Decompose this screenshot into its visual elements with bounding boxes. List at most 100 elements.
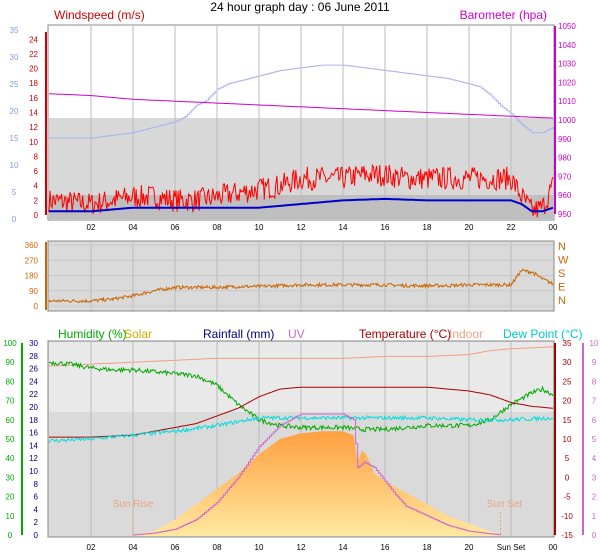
barometer-y-tick: 950: [558, 210, 572, 219]
barometer-y-tick: 1000: [558, 116, 576, 125]
compass-label: N: [558, 295, 566, 307]
rainfall-y-tick: 6: [34, 493, 39, 502]
compass-label: S: [558, 268, 565, 280]
uv-y-tick: 0: [592, 531, 597, 540]
temperature-series-line: [49, 386, 554, 438]
windspeed-y-tick: 8: [34, 152, 39, 161]
rainfall-legend: Rainfall (mm): [203, 327, 274, 341]
humidity-y-tick: 90: [6, 358, 15, 367]
x-tick-label: 20: [465, 543, 474, 552]
windspeed-y-tick: 6: [34, 167, 39, 176]
rainfall-y-tick: 8: [34, 480, 39, 489]
secondary-y-tick: 20: [10, 107, 19, 116]
uv-y-tick: 10: [590, 339, 599, 348]
uv-y-tick: 9: [592, 358, 597, 367]
x-tick-label: 00: [549, 223, 558, 232]
x-tick-label: 00: [549, 543, 558, 552]
humidity-y-tick: 30: [6, 473, 15, 482]
uv-y-tick: 1: [592, 512, 597, 521]
x-tick-label: 22: [507, 223, 516, 232]
uv-y-tick: 3: [592, 473, 597, 482]
compass-label: E: [558, 282, 565, 294]
wind-baro-panel: Windspeed (m/s) Barometer (hpa) 02 04 06 08…: [10, 8, 577, 232]
humidity-legend: Humidity (%): [58, 327, 127, 341]
secondary-y-tick: 15: [10, 134, 19, 143]
humidity-y-tick: 50: [6, 435, 15, 444]
humidity-y-tick: 40: [6, 454, 15, 463]
uv-y-tick: 8: [592, 377, 597, 386]
humidity-y-tick: 60: [6, 416, 15, 425]
rainfall-y-tick: 14: [29, 441, 38, 450]
x-tick-label: 14: [339, 543, 348, 552]
x-tick-label: Sun Set: [497, 543, 526, 552]
x-tick-label: 10: [255, 543, 264, 552]
rainfall-y-tick: 4: [34, 505, 39, 514]
chart-title: 24 hour graph day : 06 June 2011: [210, 0, 390, 14]
x-tick-label: 14: [339, 223, 348, 232]
barometer-y-tick: 960: [558, 191, 572, 200]
temperature-y-tick: -10: [561, 512, 573, 521]
windspeed-y-tick: 2: [34, 196, 39, 205]
winddir-y-tick: 0: [34, 302, 39, 311]
wind-series-line: [48, 163, 554, 218]
barometer-y-tick: 970: [558, 172, 572, 181]
barometer-y-tick: 1020: [558, 78, 576, 87]
uv-series-line: [133, 413, 501, 536]
windspeed-y-tick: 18: [29, 79, 38, 88]
barometer-y-tick: 990: [558, 135, 572, 144]
windspeed-legend: Windspeed (m/s): [54, 8, 145, 22]
x-tick-label: 16: [381, 543, 390, 552]
x-tick-label: 16: [381, 223, 390, 232]
humidity-y-tick: 100: [3, 339, 17, 348]
uv-y-tick: 6: [592, 416, 597, 425]
x-tick-label: 02: [87, 543, 96, 552]
secondary-y-tick: 25: [10, 80, 19, 89]
rainfall-y-tick: 20: [29, 403, 38, 412]
compass-label: N: [558, 241, 566, 253]
uv-y-tick: 5: [592, 435, 597, 444]
windspeed-y-tick: 24: [29, 35, 38, 44]
winddir-y-tick: 270: [25, 256, 39, 265]
x-tick-label: 02: [87, 223, 96, 232]
winddir-series-line: [48, 268, 554, 304]
barometer-y-tick: 980: [558, 154, 572, 163]
humidity-y-tick: 0: [8, 531, 13, 540]
rainfall-y-tick: 24: [29, 377, 38, 386]
rainfall-y-tick: 18: [29, 416, 38, 425]
temperature-y-tick: 20: [563, 397, 572, 406]
secondary-y-tick: 35: [10, 26, 19, 35]
x-tick-label: 12: [297, 543, 306, 552]
windspeed-y-tick: 10: [29, 138, 38, 147]
barometer-y-tick: 1030: [558, 60, 576, 69]
temperature-y-tick: 30: [563, 358, 572, 367]
rainfall-y-tick: 22: [29, 390, 38, 399]
windspeed-y-tick: 12: [29, 123, 38, 132]
x-tick-label: 04: [129, 223, 138, 232]
indoor-legend: Indoor: [449, 327, 483, 341]
rainfall-y-tick: 10: [29, 467, 38, 476]
winddir-y-tick: 180: [25, 272, 39, 281]
rainfall-y-tick: 2: [34, 518, 39, 527]
x-tick-label: 08: [213, 223, 222, 232]
secondary-series-line: [49, 64, 554, 139]
humidity-y-tick: 10: [6, 512, 15, 521]
rainfall-y-tick: 28: [29, 352, 38, 361]
rainfall-y-tick: 12: [29, 454, 38, 463]
windspeed-y-tick: 16: [29, 94, 38, 103]
baro-series-line: [48, 93, 554, 119]
x-tick-label: 18: [423, 543, 432, 552]
x-tick-label: 18: [423, 223, 432, 232]
sunset-label: Sun Set: [487, 499, 523, 510]
temperature-y-tick: -15: [561, 531, 573, 540]
winddir-y-tick: 360: [25, 241, 39, 250]
uv-y-tick: 2: [592, 493, 597, 502]
x-tick-label: 06: [171, 223, 180, 232]
x-tick-label: 20: [465, 223, 474, 232]
x-tick-label: 10: [255, 223, 264, 232]
rainfall-y-tick: 16: [29, 429, 38, 438]
temperature-y-tick: 25: [563, 377, 572, 386]
barometer-y-tick: 1010: [558, 97, 576, 106]
temperature-legend: Temperature (°C): [359, 327, 451, 341]
temperature-y-tick: 35: [563, 339, 572, 348]
